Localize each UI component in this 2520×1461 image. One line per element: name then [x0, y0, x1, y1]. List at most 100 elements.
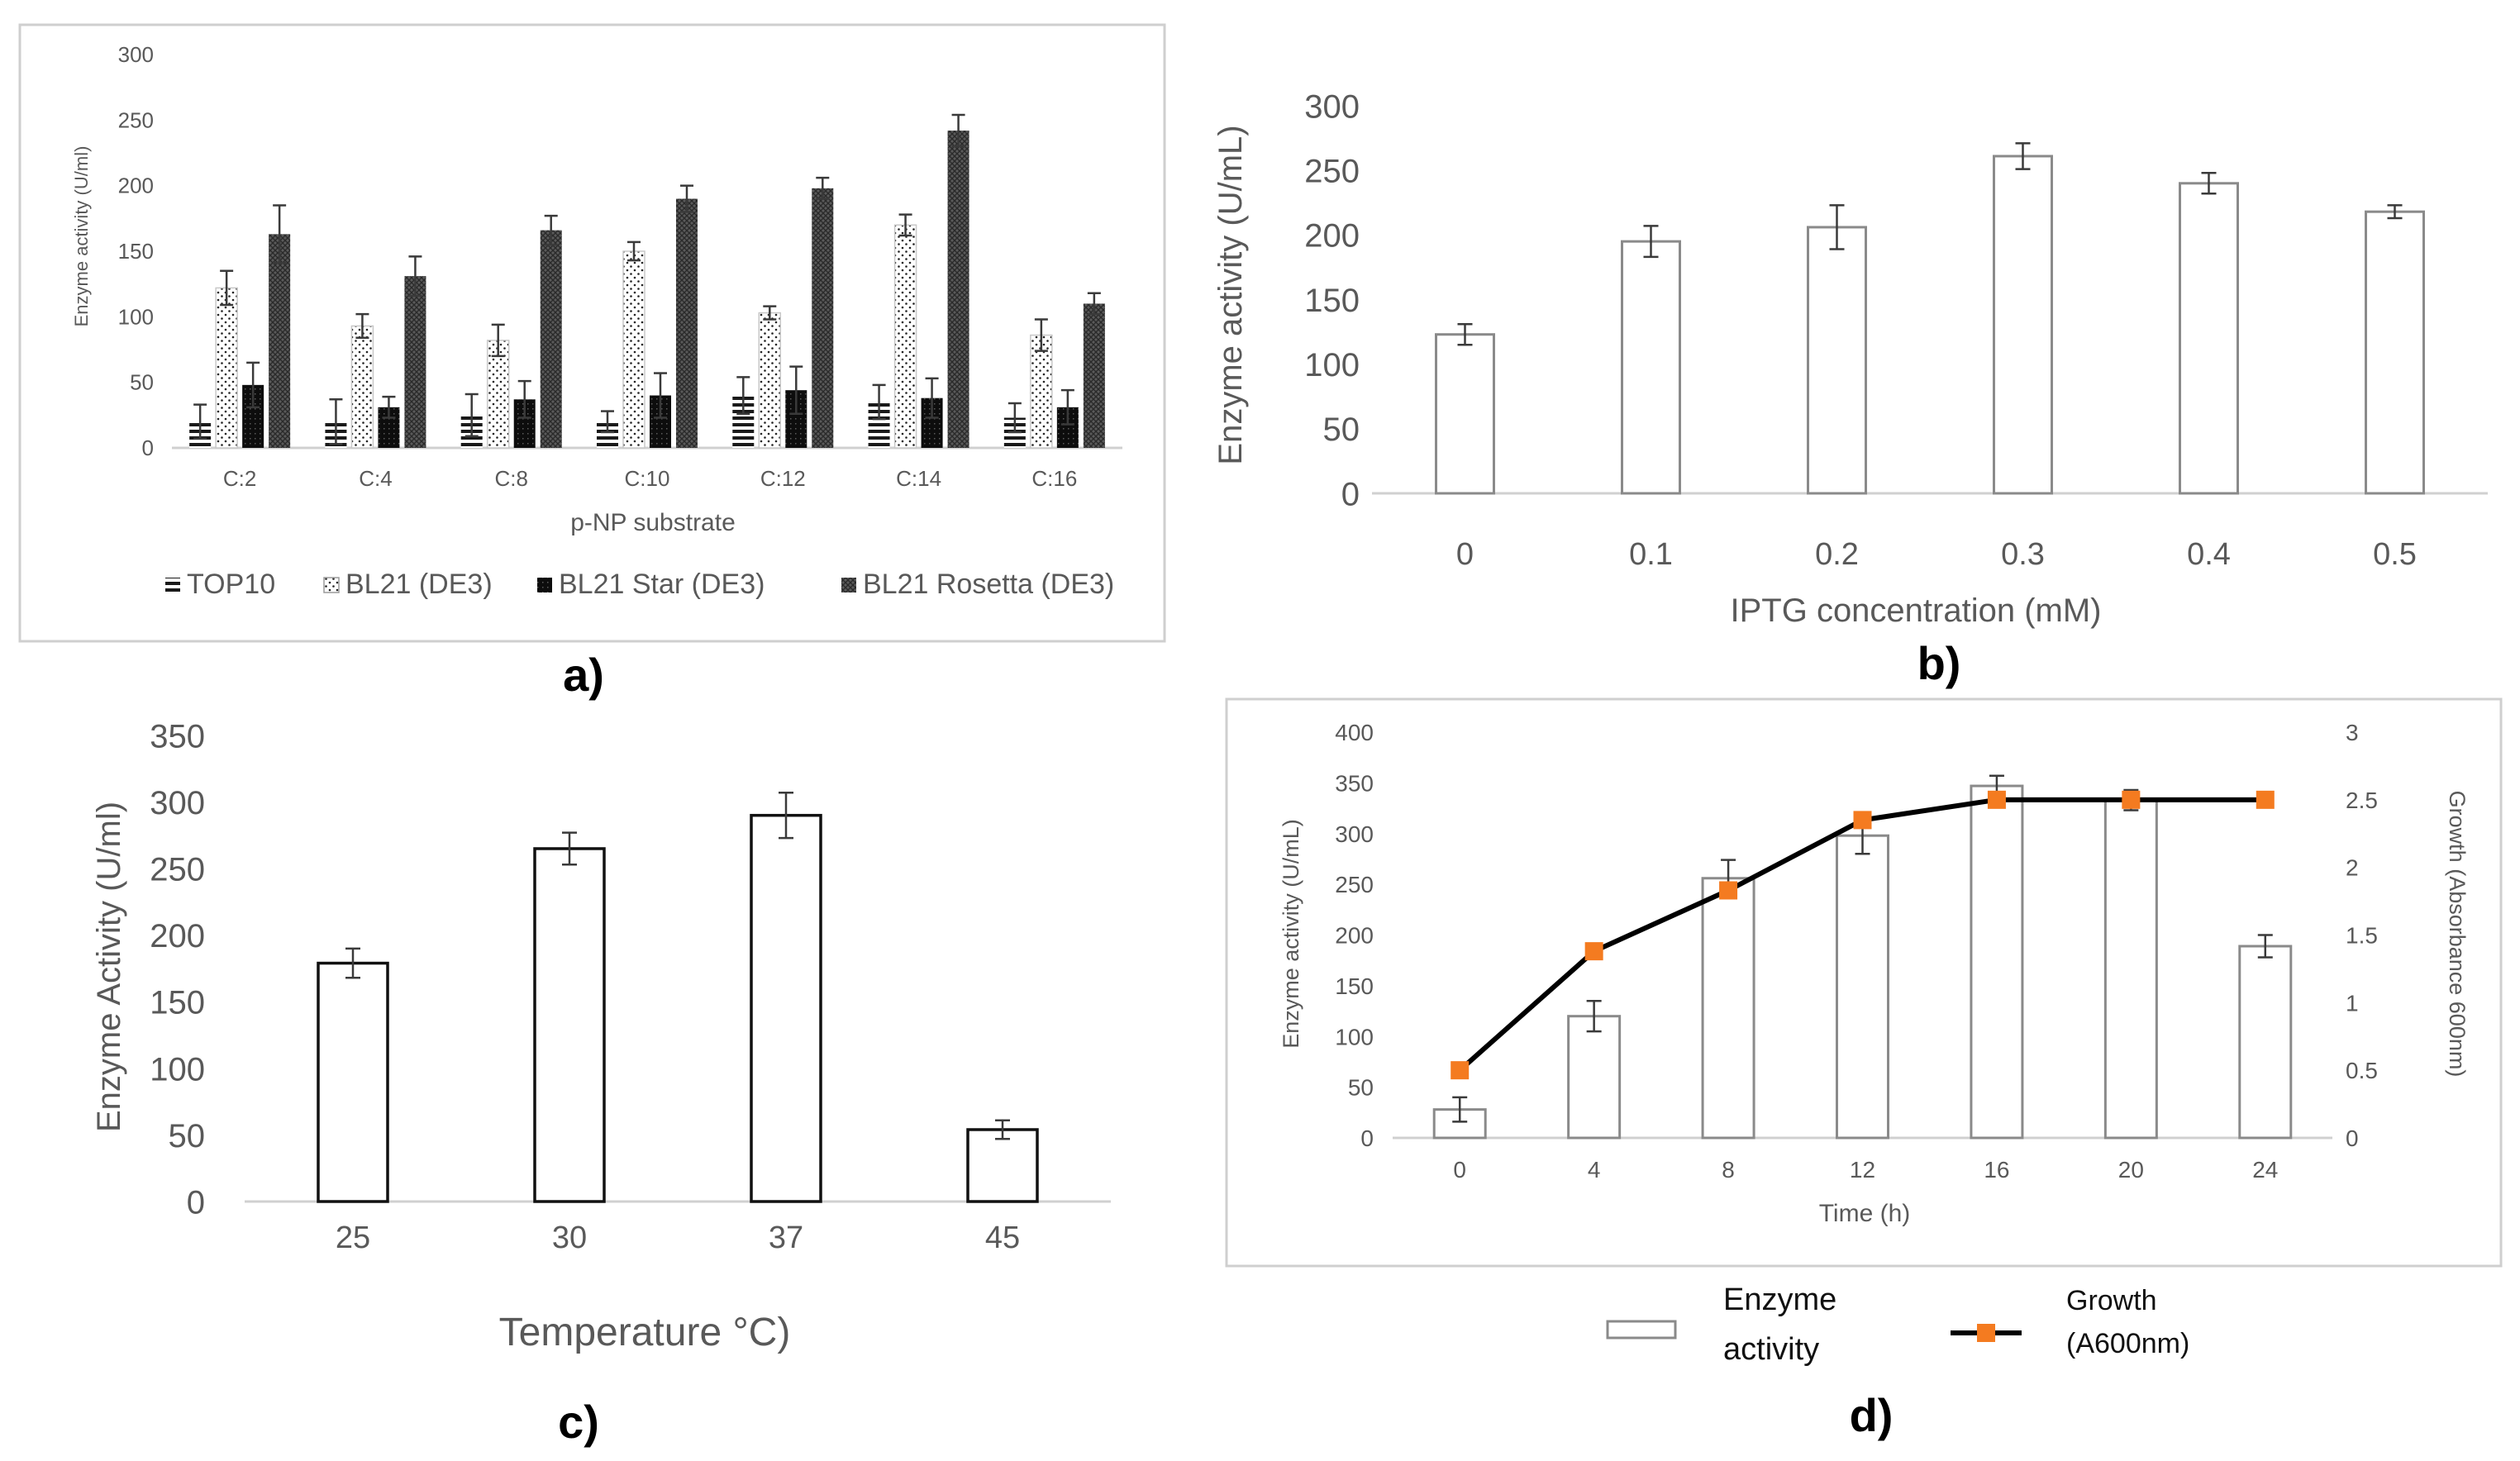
panel-c-y-tick-350: 350: [150, 718, 205, 754]
panel-d-growth-marker-5: [2122, 790, 2141, 809]
panel-d-y-tick-400: 400: [1335, 720, 1374, 745]
panel-d-growth-marker-3: [1853, 811, 1872, 830]
panel-a-y-axis-title: Enzyme activity (U/ml): [71, 146, 92, 327]
panel-c-x-tick-1: 30: [552, 1221, 587, 1255]
panel-a-y-tick-250: 250: [118, 107, 154, 132]
panel-b-y-tick-100: 100: [1304, 347, 1360, 383]
panel-b-x-axis-title: IPTG concentration (mM): [1730, 592, 2101, 629]
panel-a-legend-label-3: BL21 Rosetta (DE3): [863, 569, 1114, 600]
panel-d-y-tick-0: 0: [1360, 1125, 1374, 1151]
panel-b-x-tick-4: 0.4: [2187, 537, 2231, 572]
panel-d-x-tick-2: 8: [1722, 1157, 1735, 1183]
panel-d-y2-tick-2: 2: [2346, 855, 2359, 881]
panel-d-legend-line-label-2: (A600nm): [2066, 1328, 2189, 1359]
panel-b-bars: [1435, 142, 2425, 495]
panel-d-bar-1: [1567, 1015, 1622, 1140]
panel-b-y-ticks: 0 50 100 150 200 250 300: [1304, 88, 1360, 512]
panel-d-bars: [1432, 774, 2293, 1140]
panel-c-y-tick-100: 100: [150, 1051, 205, 1087]
panel-b-bar-1: [1621, 240, 1681, 495]
panel-a-frame: [18, 23, 1166, 643]
panel-a-legend-swatch-3: [841, 578, 856, 592]
panel-d-x-tick-5: 20: [2118, 1157, 2144, 1183]
panel-b-label: b): [1917, 637, 1961, 689]
panel-c-x-tick-3: 45: [985, 1221, 1020, 1255]
panel-c-y-ticks: 0 50 100 150 200 250 300 350: [150, 718, 205, 1221]
panel-c-y-axis-title: Enzyme Activity (U/ml): [91, 802, 127, 1132]
panel-d-growth-marker-1: [1584, 942, 1603, 961]
panel-d-legend-line-marker: [1977, 1324, 1995, 1342]
panel-d-legend: Enzyme activity Growth (A600nm): [1606, 1283, 2189, 1367]
panel-d-bar-3: [1836, 834, 1889, 1140]
panel-c-bars: [317, 792, 1039, 1203]
panel-d-legend-bar-label-2: activity: [1723, 1332, 1819, 1367]
panel-b-bar-4: [2179, 182, 2239, 495]
panel-d-growth-line: [1451, 790, 2275, 1080]
panel-a-bar-1-3: [622, 250, 645, 449]
panel-d-y2-tick-1.5: 1.5: [2346, 923, 2378, 949]
panel-d-legend-bar-label-1: Enzyme: [1723, 1283, 1836, 1317]
panel-a-legend-swatch-2: [537, 578, 552, 592]
panel-b-y-tick-150: 150: [1304, 283, 1360, 319]
panel-a-legend-label-1: BL21 (DE3): [345, 569, 493, 600]
panel-a-bar-3-3: [676, 198, 698, 449]
panel-d-y-tick-350: 350: [1335, 770, 1374, 796]
panel-a-bar-3-4: [812, 188, 834, 448]
panel-d-growth-marker-6: [2256, 790, 2275, 809]
panel-b-y-axis-title: Enzyme activity (U/mL): [1212, 125, 1249, 464]
panel-d-bar-6: [2238, 945, 2293, 1140]
panel-a-x-tick-0: C:2: [223, 466, 256, 491]
panel-b-y-tick-0: 0: [1341, 476, 1360, 512]
panel-a-y-tick-100: 100: [118, 304, 154, 329]
panel-a-y-ticks: 0 50 100 150 200 250 300: [118, 42, 154, 460]
panel-a-x-tick-4: C:12: [760, 466, 806, 491]
panel-c-y-tick-250: 250: [150, 852, 205, 888]
panel-a-legend-swatch-1: [323, 577, 340, 593]
panel-a-bar-1-2: [486, 340, 510, 449]
panel-a-x-tick-1: C:4: [359, 466, 392, 491]
panel-d-y-tick-200: 200: [1335, 923, 1374, 949]
panel-c-y-tick-0: 0: [187, 1184, 205, 1221]
panel-a-bar-3-0: [269, 234, 291, 448]
panel-c-bar-3: [966, 1128, 1039, 1203]
panel-d-x-tick-4: 16: [1984, 1157, 2009, 1183]
panel-d-x-tick-1: 4: [1588, 1157, 1601, 1183]
panel-d-y-tick-300: 300: [1335, 821, 1374, 847]
panel-a-x-ticks: C:2 C:4 C:8 C:10 C:12 C:14 C:16: [223, 466, 1077, 491]
panel-b-x-tick-3: 0.3: [2001, 537, 2045, 572]
panel-b-y-tick-200: 200: [1304, 218, 1360, 255]
panel-d-growth-marker-2: [1719, 881, 1738, 900]
panel-d-y-tick-250: 250: [1335, 872, 1374, 897]
panel-a-legend-label-2: BL21 Star (DE3): [559, 569, 765, 600]
panel-a-y-tick-0: 0: [142, 435, 154, 460]
panel-d-y-tick-50: 50: [1348, 1075, 1374, 1101]
panel-a-x-tick-3: C:10: [625, 466, 670, 491]
panel-d-y2-tick-2.5: 2.5: [2346, 788, 2378, 813]
panel-a-bar-3-5: [947, 131, 969, 448]
panel-c-bar-2: [750, 813, 822, 1203]
panel-d-x-tick-3: 12: [1850, 1157, 1875, 1183]
panel-b-x-tick-5: 0.5: [2373, 537, 2417, 572]
panel-d-y-tick-150: 150: [1335, 973, 1374, 999]
panel-a-bar-3-2: [540, 230, 562, 448]
panel-a-legend-label-0: TOP10: [187, 569, 275, 600]
panel-a-y-tick-150: 150: [118, 239, 154, 264]
panel-c-chart: 0 50 100 150 200 250 300 350 25 30 37 45 Enzyme Ac…: [91, 718, 1111, 1354]
panel-c-y-tick-300: 300: [150, 785, 205, 821]
panel-a-bar-3-1: [404, 276, 426, 448]
panel-a-y-tick-200: 200: [118, 174, 154, 198]
panel-d-label: d): [1850, 1389, 1894, 1441]
panel-b-bar-3: [1993, 155, 2053, 495]
panel-b-bar-2: [1807, 226, 1867, 495]
panel-b-y-tick-300: 300: [1304, 88, 1360, 125]
panel-d-legend-line-label-1: Growth: [2066, 1285, 2157, 1316]
panel-d-x-ticks: 0 4 8 12 16 20 24: [1453, 1157, 2278, 1183]
panel-a-bar-1-1: [350, 325, 374, 449]
panel-b-x-tick-0: 0: [1456, 537, 1474, 572]
panel-c-y-tick-50: 50: [169, 1118, 206, 1154]
panel-a-y-tick-50: 50: [130, 370, 154, 395]
panel-c-y-tick-150: 150: [150, 985, 205, 1021]
panel-b-y-tick-50: 50: [1323, 412, 1360, 448]
